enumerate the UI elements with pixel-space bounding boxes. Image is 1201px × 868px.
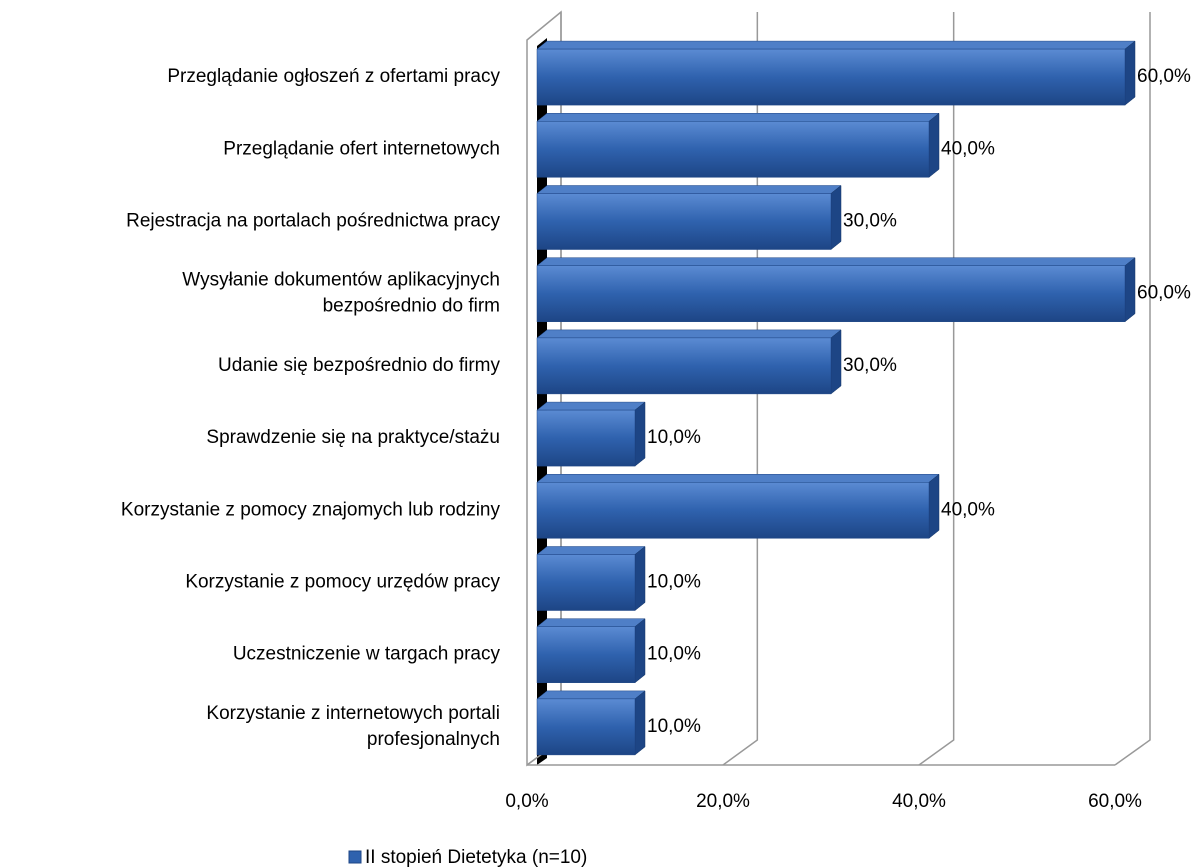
grid-line [918,12,955,766]
bar [536,545,646,612]
bar-front [536,554,636,611]
y-tick-label: Przeglądanie ofert internetowych [223,138,500,159]
value-label: 40,0% [941,499,995,520]
value-label: 60,0% [1137,283,1191,304]
x-tick-label: 0,0% [505,791,548,812]
grid-line [722,12,759,766]
value-label: 60,0% [1137,66,1191,87]
bar-front [536,337,832,395]
bar-top [536,257,1136,266]
x-tick-label: 20,0% [696,791,750,812]
bar-front [536,626,636,683]
bar-top [536,113,940,122]
bar-end [1124,40,1136,106]
y-tick-label: Korzystanie z pomocy urzędów pracy [185,572,500,593]
y-tick-label: Przeglądanie ogłoszeń z ofertami pracy [167,66,500,87]
bar-end [634,545,646,612]
bar-front [536,48,1126,106]
bar-end [928,112,940,178]
value-label: 10,0% [647,572,701,593]
bar-top [536,690,646,700]
x-tick-label: 60,0% [1088,791,1142,812]
y-tick-label: Uczestniczenie w targach pracy [233,644,501,665]
bar [536,184,842,251]
bar [536,473,940,539]
bar-front [536,409,636,467]
bar [536,618,646,684]
y-tick-label: Rejestracja na portalach pośrednictwa pr… [126,211,500,232]
bar-end [634,690,646,756]
y-tick-label: Korzystanie z pomocy znajomych lub rodzi… [121,499,501,520]
value-label: 10,0% [647,716,701,737]
bar-top [536,474,940,483]
bar-top [536,329,842,339]
bar-top [536,185,842,194]
bar [536,329,842,395]
bar [536,690,646,756]
bar-end [830,329,842,395]
value-label: 10,0% [647,427,701,448]
legend-swatch [348,850,362,864]
value-label: 30,0% [843,355,897,376]
value-label: 30,0% [843,211,897,232]
value-label: 10,0% [647,644,701,665]
y-tick-label: Udanie się bezpośrednio do firmy [218,355,500,376]
bar-end [1124,257,1136,323]
bar [536,40,1136,106]
bar-front [536,121,930,178]
bar-top [536,618,646,627]
bar-end [928,473,940,539]
x-tick-label: 40,0% [892,791,946,812]
bar-end [634,401,646,467]
bar-top [536,546,646,555]
y-tick-label: Sprawdzenie się na praktyce/stażu [206,427,500,448]
bar-end [634,618,646,684]
grid-line [1114,12,1151,766]
bar [536,401,646,467]
bar-front [536,193,832,250]
bar-top [536,40,1136,50]
bar-front [536,698,636,756]
bar-end [830,184,842,251]
bar-front [536,265,1126,322]
bar-front [536,482,930,539]
bar [536,112,940,178]
bar-top [536,401,646,411]
y-tick-label: Korzystanie z internetowych portali profe… [206,703,500,750]
bar [536,257,1136,323]
value-label: 40,0% [941,138,995,159]
y-tick-label: Wysyłanie dokumentów aplikacyjnych bezpoś… [182,270,500,317]
legend-label: II stopień Dietetyka (n=10) [365,847,587,868]
